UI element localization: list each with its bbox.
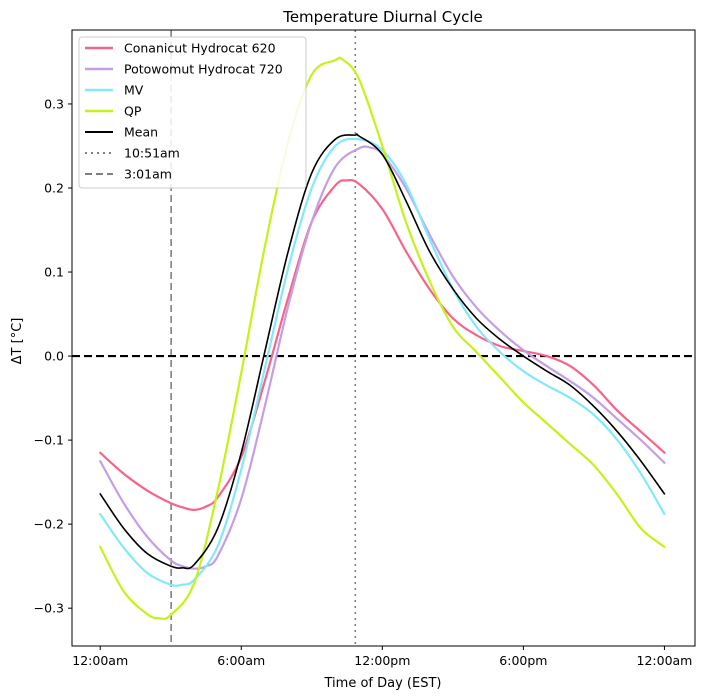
legend-label-5: 10:51am bbox=[124, 146, 180, 161]
legend-label-6: 3:01am bbox=[124, 167, 172, 182]
y-tick-label: −0.1 bbox=[34, 433, 64, 448]
x-tick-label: 6:00am bbox=[217, 653, 265, 668]
y-axis-ticks: −0.3 −0.2 −0.1 0.0 0.1 0.2 0.3 bbox=[34, 96, 72, 616]
y-axis-label: ΔT [°C] bbox=[10, 318, 25, 365]
legend-label-1: Potowomut Hydrocat 720 bbox=[124, 62, 283, 77]
y-tick-label: 0.0 bbox=[44, 349, 64, 364]
x-axis-ticks: 12:00am 6:00am 12:00pm 6:00pm 12:00am bbox=[72, 646, 692, 668]
y-tick-label: 0.1 bbox=[44, 265, 64, 280]
series-line-3 bbox=[99, 56, 666, 620]
chart-title: Temperature Diurnal Cycle bbox=[282, 8, 483, 26]
legend-box bbox=[78, 36, 307, 189]
legend: Conanicut Hydrocat 620 Potowomut Hydrocat… bbox=[78, 36, 307, 189]
x-axis-label: Time of Day (EST) bbox=[324, 676, 442, 691]
series-layer bbox=[99, 56, 666, 620]
y-tick-label: −0.2 bbox=[34, 517, 64, 532]
legend-label-4: Mean bbox=[124, 125, 158, 140]
plot-frame bbox=[71, 29, 696, 647]
x-tick-label: 12:00am bbox=[72, 653, 128, 668]
y-tick-label: −0.3 bbox=[34, 601, 64, 616]
x-tick-label: 12:00am bbox=[637, 653, 693, 668]
legend-label-0: Conanicut Hydrocat 620 bbox=[124, 41, 276, 56]
series-line-0 bbox=[99, 179, 666, 511]
series-line-4 bbox=[99, 133, 666, 570]
legend-label-2: MV bbox=[124, 83, 144, 98]
x-tick-label: 12:00pm bbox=[354, 653, 410, 668]
series-line-2 bbox=[99, 137, 666, 587]
legend-label-3: QP bbox=[124, 104, 142, 119]
plot-area bbox=[72, 30, 695, 646]
y-tick-label: 0.3 bbox=[44, 96, 64, 111]
y-tick-label: 0.2 bbox=[44, 180, 64, 195]
x-tick-label: 6:00pm bbox=[499, 653, 547, 668]
